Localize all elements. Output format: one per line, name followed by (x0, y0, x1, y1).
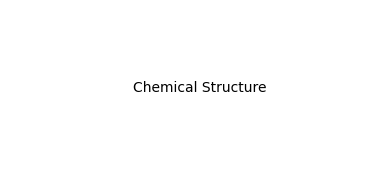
Text: Chemical Structure: Chemical Structure (133, 81, 267, 95)
